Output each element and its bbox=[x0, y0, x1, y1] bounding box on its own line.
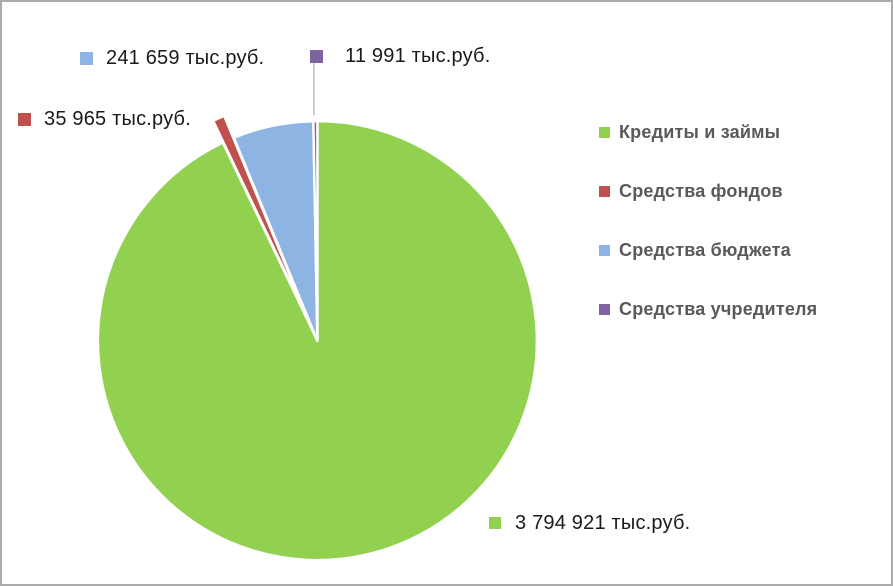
legend-item-funds[interactable]: Средства фондов bbox=[599, 179, 783, 203]
data-label-credits-text: 3 794 921 тыс.руб. bbox=[515, 511, 691, 534]
credits-color-key-icon bbox=[489, 517, 501, 529]
legend-founder-label: Средства учредителя bbox=[619, 298, 818, 319]
pie-slice-1[interactable] bbox=[211, 114, 309, 321]
legend-founder-swatch-icon bbox=[599, 303, 610, 315]
legend-credits-swatch-icon bbox=[599, 126, 610, 138]
data-label-founder: 11 991 тыс.руб. bbox=[310, 43, 490, 69]
data-label-founder-text: 11 991 тыс.руб. bbox=[345, 44, 491, 67]
data-label-budget: 241 659 тыс.руб. bbox=[80, 45, 264, 71]
legend-item-credits[interactable]: Кредиты и займы bbox=[599, 120, 780, 144]
budget-color-key-icon bbox=[80, 51, 93, 65]
data-label-funds: 35 965 тыс.руб. bbox=[18, 106, 191, 132]
legend-credits-label: Кредиты и займы bbox=[619, 121, 781, 142]
data-label-budget-text: 241 659 тыс.руб. bbox=[106, 46, 265, 69]
funds-color-key-icon bbox=[18, 112, 31, 126]
founder-color-key-icon bbox=[310, 49, 323, 63]
legend-funds-swatch-icon bbox=[599, 185, 610, 197]
legend-funds-label: Средства фондов bbox=[619, 180, 783, 201]
pie-slice-3[interactable] bbox=[312, 119, 319, 342]
legend-item-budget[interactable]: Средства бюджета bbox=[599, 238, 791, 262]
legend-budget-label: Средства бюджета bbox=[619, 239, 791, 260]
legend-item-founder[interactable]: Средства учредителя bbox=[599, 297, 817, 321]
legend-budget-swatch-icon bbox=[599, 244, 610, 256]
data-label-funds-text: 35 965 тыс.руб. bbox=[44, 107, 191, 130]
pie-slice-0[interactable] bbox=[96, 119, 539, 562]
data-label-credits: 3 794 921 тыс.руб. bbox=[489, 510, 690, 536]
